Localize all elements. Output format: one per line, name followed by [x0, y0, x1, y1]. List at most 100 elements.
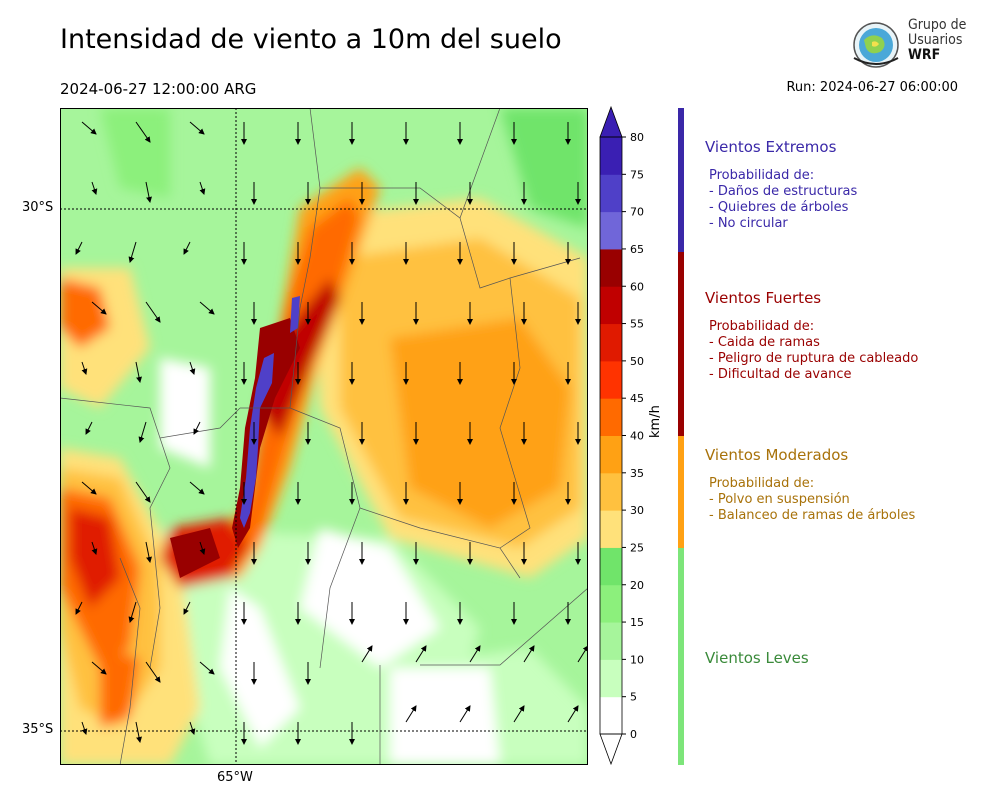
colorbar-tick-label: 10 — [630, 653, 644, 666]
colorbar-max-extend — [599, 105, 623, 138]
wind-vector-arrow — [183, 241, 191, 255]
wind-vector-arrow — [199, 541, 206, 555]
colorbar-tick-label: 70 — [630, 206, 644, 219]
wind-vector-arrow — [193, 421, 201, 435]
globe-icon — [853, 22, 899, 68]
colorbar-segment — [600, 248, 622, 287]
colorbar-tick-label: 45 — [630, 392, 644, 405]
category-title: Vientos Extremos — [705, 138, 837, 156]
wind-vector-arrow — [189, 721, 196, 735]
colorbar-tick-label: 30 — [630, 504, 644, 517]
colorbar-tick-label: 40 — [630, 430, 644, 443]
wind-vector-arrow — [91, 541, 98, 555]
colorbar-tick-label: 80 — [630, 131, 644, 144]
wind-vector-arrow — [85, 421, 93, 435]
wind-vector-arrow — [469, 645, 481, 663]
colorbar-unit: km/h — [648, 405, 663, 438]
category-description-line: Probabilidad de: — [709, 319, 815, 334]
colorbar-segment — [600, 510, 622, 548]
wind-vector-arrow — [523, 645, 535, 663]
wind-vector-arrow — [135, 481, 151, 503]
colorbar-segment — [600, 584, 622, 623]
wind-vector-arrow — [189, 361, 196, 375]
colorbar-tick-label: 0 — [630, 728, 637, 741]
wind-vector-arrow — [577, 645, 588, 663]
wind-vector-arrow — [415, 645, 427, 663]
category-description-line: - Daños de estructuras — [709, 184, 858, 199]
wind-vector-arrow — [199, 301, 215, 315]
colorbar-min-extend — [599, 733, 623, 766]
wind-vector-arrow — [189, 121, 205, 135]
category-bar-segment — [678, 108, 684, 252]
colorbar-segment — [600, 622, 622, 660]
wind-field — [60, 108, 588, 765]
wind-vector-arrow — [361, 645, 373, 663]
wind-vector-arrow — [128, 241, 137, 263]
wind-vector-arrow — [135, 361, 142, 383]
category-bar-segment — [678, 252, 684, 436]
colorbar-segment — [600, 360, 622, 399]
colorbar-segment — [600, 323, 622, 362]
wind-vector-arrow — [81, 121, 97, 135]
wind-vector-arrow — [138, 421, 147, 443]
wind-vector-arrow — [183, 601, 191, 615]
wind-vector-arrow — [81, 361, 88, 375]
province-borders — [60, 108, 588, 765]
wind-speed-map — [60, 108, 588, 765]
wind-vectors — [75, 121, 588, 745]
grupo-usuarios-wrf-logo: Grupo de Usuarios WRF — [848, 18, 968, 72]
colorbar-tick-label: 55 — [630, 318, 644, 331]
wind-vector-arrow — [135, 121, 151, 143]
colorbar-tick-label: 15 — [630, 616, 644, 629]
category-description-line: Probabilidad de: — [709, 168, 815, 183]
category-bar-segment — [678, 548, 684, 765]
wind-vector-arrow — [405, 705, 417, 723]
category-item: Vientos Extremos Probabilidad de: - Daños … — [705, 138, 857, 232]
colorbar-segment — [600, 286, 622, 325]
category-description-line: - Peligro de ruptura de cableado — [709, 351, 919, 366]
category-description-line: - No circular — [709, 216, 788, 231]
wind-vector-arrow — [199, 181, 206, 195]
map-frame — [60, 108, 588, 765]
colorbar-tick-label: 50 — [630, 355, 644, 368]
colorbar-segment — [600, 696, 622, 735]
colorbar-segment — [600, 472, 622, 511]
wind-vector-arrow — [75, 601, 83, 615]
category-item: Vientos Leves — [705, 649, 809, 667]
colorbar-segment — [600, 137, 622, 175]
wind-vector-arrow — [81, 721, 88, 735]
category-description-line: - Quiebres de árboles — [709, 200, 849, 215]
category-description: Probabilidad de: - Polvo en suspensión - B… — [705, 476, 915, 524]
colorbar-tick-label: 35 — [630, 467, 644, 480]
wind-vector-arrow — [75, 241, 83, 255]
colorbar-segment — [600, 398, 622, 436]
wind-vector-arrow — [81, 481, 97, 495]
logo-line-2: Usuarios — [908, 32, 963, 48]
category-description: Probabilidad de: - Daños de estructuras - … — [705, 168, 857, 232]
wind-vector-arrow — [459, 705, 471, 723]
wind-vector-arrow — [145, 181, 152, 203]
wind-vector-arrow — [91, 661, 107, 675]
colorbar: 0 5 10 15 20 25 30 35 40 45 50 55 60 65 70 75 80 — [599, 105, 644, 766]
colorbar-segment — [600, 211, 622, 250]
colorbar-tick-label: 60 — [630, 280, 644, 293]
wind-vector-arrow — [135, 721, 142, 743]
lat-label-35s: 35°S — [22, 722, 54, 737]
category-description-line: - Caida de ramas — [709, 335, 820, 350]
wind-vector-arrow — [513, 705, 525, 723]
lon-label-65w: 65°W — [217, 770, 253, 785]
category-description-line: - Balanceo de ramas de árboles — [709, 508, 916, 523]
graticule — [60, 108, 588, 765]
category-description: Probabilidad de: - Caida de ramas - Peligr… — [705, 319, 918, 383]
logo-line-3: WRF — [908, 47, 941, 63]
category-title: Vientos Moderados — [705, 446, 849, 464]
valid-time: 2024-06-27 12:00:00 ARG — [60, 80, 257, 98]
category-title: Vientos Fuertes — [705, 289, 822, 307]
colorbar-tick-label: 5 — [630, 691, 637, 704]
category-item: Vientos Fuertes Probabilidad de: - Caida d… — [705, 289, 918, 383]
colorbar-tick-label: 25 — [630, 541, 644, 554]
category-bar-segment — [678, 436, 684, 548]
logo-line-1: Grupo de — [908, 17, 967, 33]
wind-vector-arrow — [145, 541, 152, 563]
extreme-wind-core — [170, 296, 300, 578]
